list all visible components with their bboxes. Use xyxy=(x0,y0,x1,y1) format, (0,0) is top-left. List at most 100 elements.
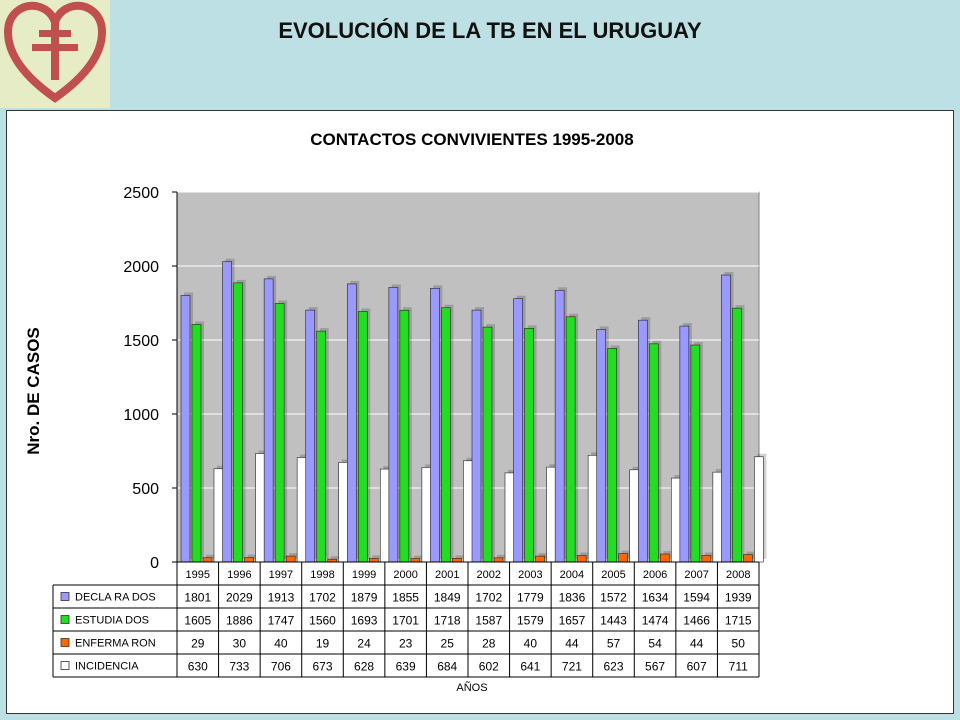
bar-incidencia xyxy=(255,453,265,563)
data-label: 607 xyxy=(687,660,707,674)
x-tick-label: 2001 xyxy=(435,569,459,581)
bar-declarados xyxy=(388,287,399,563)
bar-enfermaron xyxy=(659,553,670,563)
legend-entry: ESTUDIA DOS xyxy=(75,615,149,627)
data-label: 1836 xyxy=(559,591,586,605)
legend-swatch xyxy=(60,638,70,647)
data-label: 623 xyxy=(603,660,623,674)
data-label: 40 xyxy=(274,637,288,651)
data-label: 1715 xyxy=(725,614,752,628)
data-label: 1702 xyxy=(309,591,336,605)
heart-lorraine-cross-icon xyxy=(3,1,107,103)
data-label: 1587 xyxy=(475,614,502,628)
legend-entry: ENFERMA RON xyxy=(75,638,156,650)
bar-shadow xyxy=(206,554,215,559)
bar-estudiados xyxy=(191,324,202,563)
y-axis-label: Nro. DE CASOS xyxy=(24,327,43,455)
bar-declarados xyxy=(222,261,232,563)
data-label: 1855 xyxy=(392,591,419,605)
x-tick-label: 2006 xyxy=(643,569,667,581)
bar-incidencia xyxy=(213,468,224,563)
data-label: 1693 xyxy=(351,614,378,628)
bar-enfermaron xyxy=(493,557,504,563)
bar-estudiados xyxy=(607,348,618,563)
bar-estudiados xyxy=(316,330,327,563)
x-tick-label: 1999 xyxy=(352,569,376,581)
bar-incidencia xyxy=(463,460,473,563)
data-label: 721 xyxy=(562,660,582,674)
data-label: 1572 xyxy=(600,591,627,605)
legend-swatch xyxy=(60,592,70,601)
bar-estudiados xyxy=(399,309,410,563)
bar-shadow xyxy=(497,554,506,559)
data-label: 1657 xyxy=(559,614,586,628)
data-label: 2029 xyxy=(226,591,253,605)
data-label: 40 xyxy=(524,637,538,651)
bar-shadow xyxy=(455,555,465,559)
bar-incidencia xyxy=(421,467,432,563)
data-label: 673 xyxy=(312,660,332,674)
data-label: 1594 xyxy=(683,591,710,605)
x-tick-label: 2005 xyxy=(601,569,625,581)
data-label: 28 xyxy=(482,637,496,651)
logo xyxy=(0,0,110,108)
data-label: 1702 xyxy=(475,591,502,605)
bar-incidencia xyxy=(338,462,349,563)
x-tick-label: 1998 xyxy=(310,569,334,581)
data-label: 1579 xyxy=(517,614,544,628)
bar-declarados xyxy=(346,283,357,563)
bar-estudiados xyxy=(648,343,659,563)
bar-declarados xyxy=(637,319,648,563)
legend-entry: DECLA RA DOS xyxy=(75,592,156,604)
bar-declarados xyxy=(554,289,565,563)
bar-estudiados xyxy=(565,316,576,563)
data-label: 641 xyxy=(520,660,540,674)
page-title: EVOLUCIÓN DE LA TB EN EL URUGUAY xyxy=(278,18,702,43)
x-tick-label: 2007 xyxy=(684,569,708,581)
y-tick-label: 500 xyxy=(132,481,159,498)
bar-shadow xyxy=(372,555,382,559)
bar-incidencia xyxy=(754,456,764,563)
x-tick-label: 2008 xyxy=(726,569,750,581)
bar-enfermaron xyxy=(244,557,254,563)
data-label: 639 xyxy=(396,660,416,674)
bar-declarados xyxy=(679,325,690,563)
data-label: 1939 xyxy=(725,591,752,605)
data-label: 29 xyxy=(191,637,205,651)
x-tick-label: 1996 xyxy=(227,569,251,581)
data-label: 50 xyxy=(732,637,746,651)
legend-swatch xyxy=(60,661,70,670)
x-tick-label: 2004 xyxy=(560,569,584,581)
chart-panel: CONTACTOS CONVIVIENTES 1995-2008 Nro. DE… xyxy=(6,110,954,714)
data-label: 1913 xyxy=(268,591,295,605)
bar-incidencia xyxy=(504,472,515,563)
bar-declarados xyxy=(721,274,731,563)
data-label: 30 xyxy=(233,637,247,651)
data-label: 1443 xyxy=(600,614,627,628)
bar-estudiados xyxy=(274,303,285,563)
data-label: 1747 xyxy=(268,614,295,628)
legend-swatch xyxy=(60,615,70,624)
bar-incidencia xyxy=(629,469,640,563)
bar-incidencia xyxy=(296,457,307,563)
chart-title: CONTACTOS CONVIVIENTES 1995-2008 xyxy=(310,130,633,149)
x-tick-label: 2002 xyxy=(477,569,501,581)
y-tick-label: 2000 xyxy=(123,259,159,276)
bar-estudiados xyxy=(732,307,742,563)
data-label: 711 xyxy=(729,660,748,674)
data-label: 1849 xyxy=(434,591,461,605)
bar-declarados xyxy=(430,288,440,563)
data-label: 567 xyxy=(645,660,665,674)
x-tick-label: 2003 xyxy=(518,569,542,581)
bar-declarados xyxy=(513,298,523,563)
data-label: 1801 xyxy=(184,591,211,605)
bar-declarados xyxy=(596,329,607,563)
data-label: 602 xyxy=(479,660,499,674)
data-label: 1701 xyxy=(392,614,419,628)
data-label: 706 xyxy=(271,660,291,674)
data-label: 1466 xyxy=(683,614,710,628)
data-label: 630 xyxy=(188,660,208,674)
x-tick-label: 1995 xyxy=(186,569,210,581)
data-label: 23 xyxy=(399,637,413,651)
bar-enfermaron xyxy=(368,558,379,563)
